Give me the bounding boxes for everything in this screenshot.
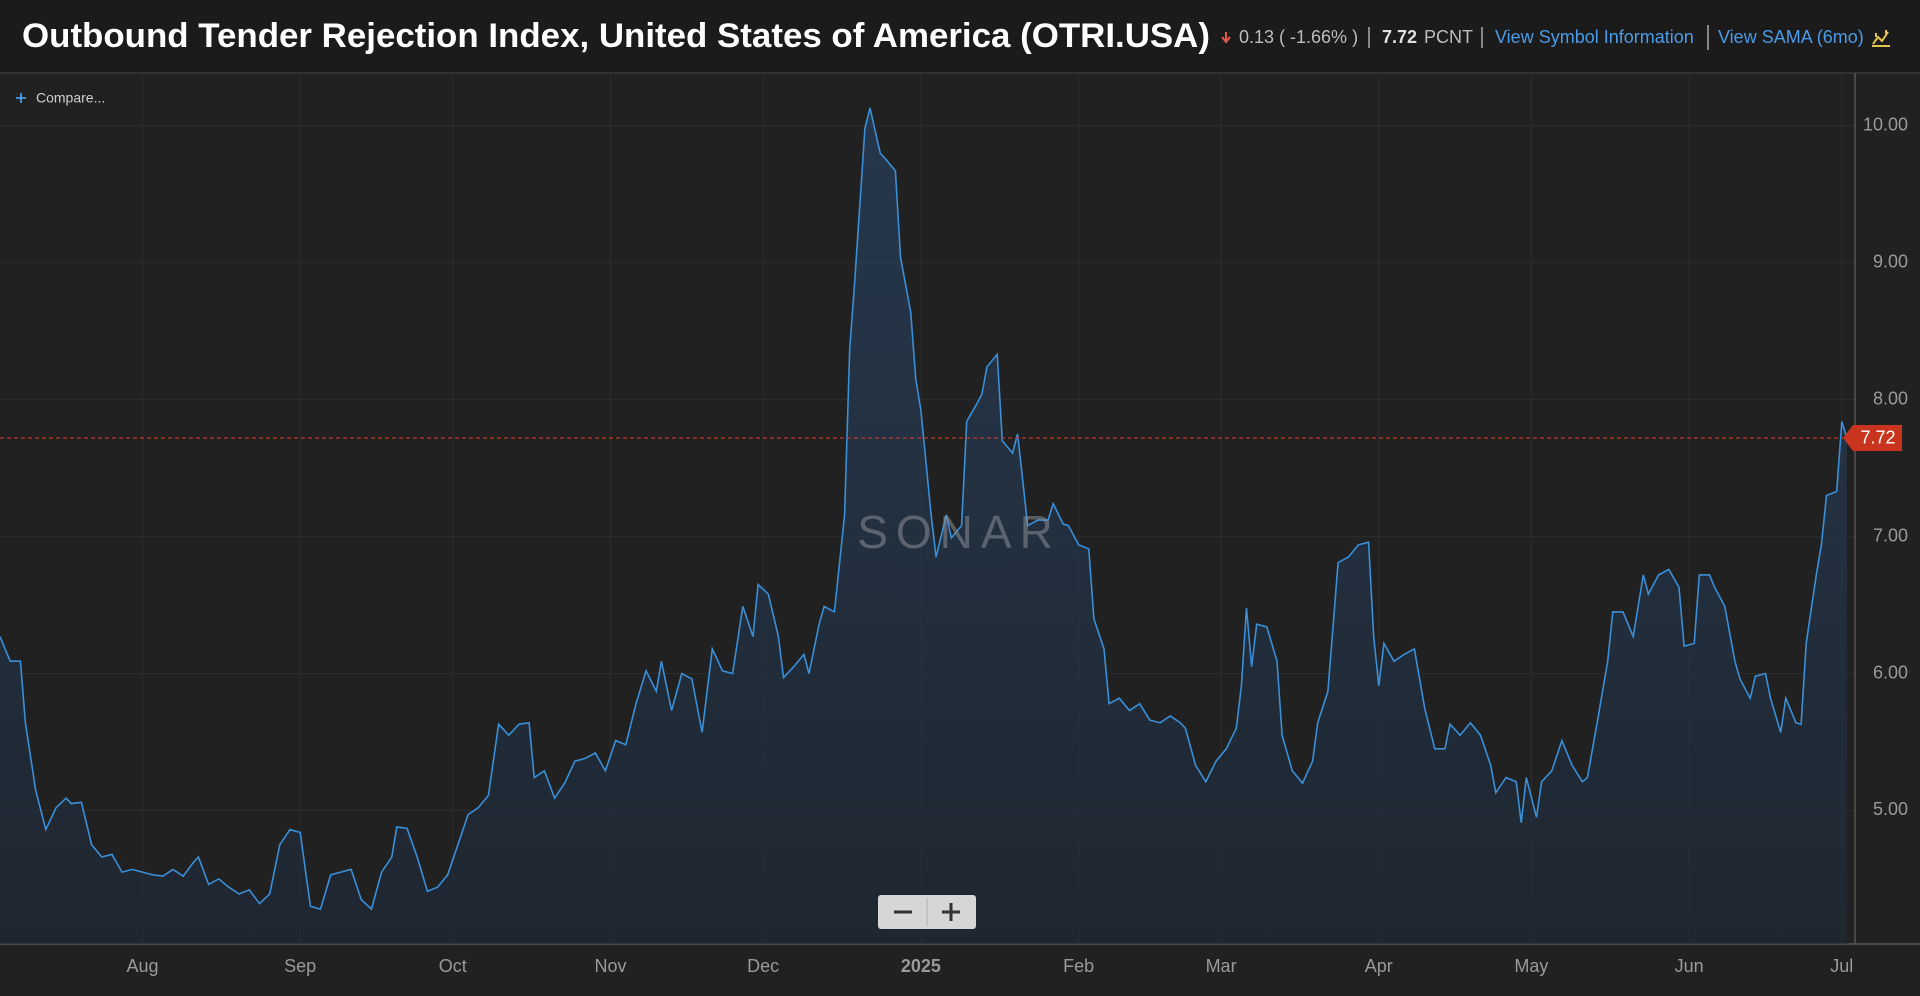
x-tick-label: Sep <box>284 956 316 976</box>
x-tick-label: Feb <box>1063 956 1094 976</box>
x-tick-label: Jul <box>1830 956 1853 976</box>
plot: 5.00 6.00 7.00 8.00 9.00 10.00 Aug Sep Oct Nov Dec… <box>0 73 1920 976</box>
down-arrow <box>1221 32 1231 44</box>
zoom-controls <box>878 895 976 929</box>
y-tick-label: 8.00 <box>1873 388 1908 408</box>
change: 0.13 ( -1.66% ) <box>1239 27 1358 47</box>
x-tick-label: Dec <box>747 956 779 976</box>
x-tick-label: 2025 <box>901 956 941 976</box>
line <box>0 107 1848 911</box>
x-tick-label: Mar <box>1206 956 1237 976</box>
x-tick-label: May <box>1514 956 1548 976</box>
x-tick-label: Jun <box>1675 956 1704 976</box>
y-tick-label: 9.00 <box>1873 251 1908 271</box>
y-tick-label: 5.00 <box>1873 799 1908 819</box>
y-tick-label: 6.00 <box>1873 662 1908 682</box>
x-tick-label: Oct <box>439 956 467 976</box>
x-tick-label: Apr <box>1365 956 1393 976</box>
y-tick-label: 10.00 <box>1863 114 1908 134</box>
link-sama[interactable]: View SAMA (6mo) <box>1718 27 1864 47</box>
zoom-in[interactable] <box>942 903 960 921</box>
header-bar <box>0 0 1920 73</box>
price: 7.72 <box>1382 27 1417 47</box>
area <box>0 107 1847 944</box>
link-symbol-info[interactable]: View Symbol Information <box>1495 27 1694 47</box>
compare-plus[interactable] <box>16 93 26 103</box>
chart-title: Outbound Tender Rejection Index, United … <box>22 17 1210 55</box>
last-value-label: 7.72 <box>1860 428 1895 448</box>
y-tick-label: 7.00 <box>1873 525 1908 545</box>
x-tick-label: Nov <box>595 956 627 976</box>
unit: PCNT <box>1424 27 1473 47</box>
last-value-tag <box>1843 424 1902 451</box>
x-tick-label: Aug <box>126 956 158 976</box>
compare[interactable]: Compare... <box>36 90 105 106</box>
watermark: SONAR <box>857 506 1061 558</box>
sama-icon[interactable] <box>1872 30 1890 47</box>
